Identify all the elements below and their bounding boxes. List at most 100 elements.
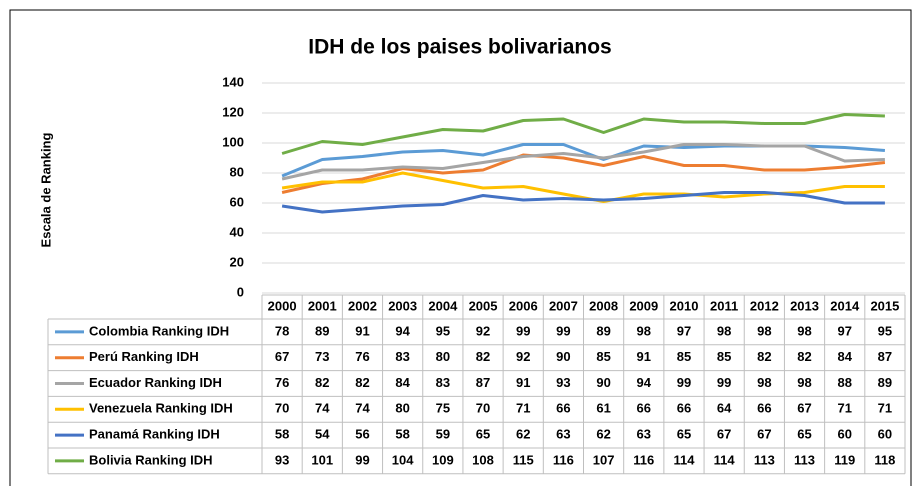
table-value: 99 (717, 375, 731, 390)
table-value: 67 (717, 427, 731, 442)
legend-label: Venezuela Ranking IDH (89, 401, 233, 416)
table-value: 70 (275, 401, 289, 416)
table-value: 82 (797, 349, 811, 364)
x-tick-label: 2009 (629, 298, 658, 313)
legend-label: Panamá Ranking IDH (89, 427, 220, 442)
table-value: 70 (476, 401, 490, 416)
table-value: 75 (436, 401, 450, 416)
table-value: 62 (516, 427, 530, 442)
table-value: 98 (637, 323, 651, 338)
x-tick-label: 2015 (870, 298, 899, 313)
x-tick-label: 2003 (388, 298, 417, 313)
x-tick-label: 2013 (790, 298, 819, 313)
y-tick-label: 100 (222, 134, 244, 149)
y-tick-label: 60 (230, 194, 244, 209)
table-value: 83 (436, 375, 450, 390)
x-tick-label: 2014 (830, 298, 860, 313)
table-value: 114 (673, 452, 695, 467)
series-line (281, 191, 885, 214)
table-value: 90 (556, 349, 570, 364)
table-value: 91 (637, 349, 651, 364)
table-value: 97 (677, 323, 691, 338)
table-value: 82 (315, 375, 329, 390)
table-value: 71 (837, 401, 851, 416)
table-value: 92 (476, 323, 490, 338)
table-value: 92 (516, 349, 530, 364)
table-value: 80 (395, 401, 409, 416)
table-value: 107 (593, 452, 615, 467)
table-value: 104 (392, 452, 414, 467)
x-tick-label: 2001 (308, 298, 337, 313)
table-value: 60 (837, 427, 851, 442)
table-value: 95 (436, 323, 450, 338)
y-tick-label: 20 (230, 254, 244, 269)
table-value: 63 (637, 427, 651, 442)
table-value: 71 (516, 401, 530, 416)
table-value: 59 (436, 427, 450, 442)
table-value: 84 (395, 375, 410, 390)
table-value: 97 (837, 323, 851, 338)
legend-label: Perú Ranking IDH (89, 349, 199, 364)
table-value: 116 (553, 452, 574, 467)
x-tick-label: 2004 (428, 298, 458, 313)
x-tick-label: 2008 (589, 298, 618, 313)
table-value: 101 (311, 452, 333, 467)
x-tick-label: 2005 (469, 298, 498, 313)
table-value: 93 (556, 375, 570, 390)
table-value: 65 (677, 427, 691, 442)
table-value: 91 (355, 323, 369, 338)
table-value: 80 (436, 349, 450, 364)
table-value: 98 (757, 375, 771, 390)
table-value: 61 (596, 401, 610, 416)
table-value: 85 (596, 349, 610, 364)
table-value: 113 (794, 452, 815, 467)
x-tick-label: 2011 (710, 298, 738, 313)
table-value: 109 (432, 452, 454, 467)
table-value: 66 (637, 401, 651, 416)
table-value: 82 (476, 349, 490, 364)
table-value: 74 (315, 401, 330, 416)
legend-label: Bolivia Ranking IDH (89, 452, 213, 467)
table-value: 82 (355, 375, 369, 390)
x-tick-label: 2012 (750, 298, 779, 313)
table-value: 90 (596, 375, 610, 390)
table-value: 88 (837, 375, 851, 390)
table-value: 89 (315, 323, 329, 338)
table-value: 98 (717, 323, 731, 338)
x-tick-label: 2010 (670, 298, 699, 313)
table-value: 66 (757, 401, 771, 416)
table-value: 83 (395, 349, 409, 364)
table-value: 67 (275, 349, 289, 364)
table-value: 115 (513, 452, 534, 467)
series-line (281, 113, 885, 155)
table-value: 64 (717, 401, 732, 416)
table-value: 99 (556, 323, 570, 338)
table-value: 85 (677, 349, 691, 364)
chart-title: IDH de los paises bolivarianos (308, 36, 611, 59)
table-value: 108 (472, 452, 494, 467)
legend-label: Ecuador Ranking IDH (89, 375, 222, 390)
table-value: 99 (516, 323, 530, 338)
table-value: 60 (878, 427, 892, 442)
table-value: 78 (275, 323, 289, 338)
table-value: 94 (637, 375, 652, 390)
table-value: 91 (516, 375, 530, 390)
table-value: 63 (556, 427, 570, 442)
table-value: 99 (677, 375, 691, 390)
table-value: 119 (834, 452, 855, 467)
table-value: 114 (714, 452, 736, 467)
table-value: 89 (878, 375, 892, 390)
table-value: 98 (797, 323, 811, 338)
y-tick-label: 120 (222, 104, 244, 119)
table-value: 76 (275, 375, 289, 390)
table-value: 58 (395, 427, 409, 442)
table-value: 65 (797, 427, 811, 442)
y-tick-label: 0 (237, 284, 244, 299)
table-value: 87 (878, 349, 892, 364)
table-value: 95 (878, 323, 892, 338)
table-value: 67 (757, 427, 771, 442)
table-value: 66 (556, 401, 570, 416)
frame (9, 9, 912, 486)
table-value: 93 (275, 452, 289, 467)
